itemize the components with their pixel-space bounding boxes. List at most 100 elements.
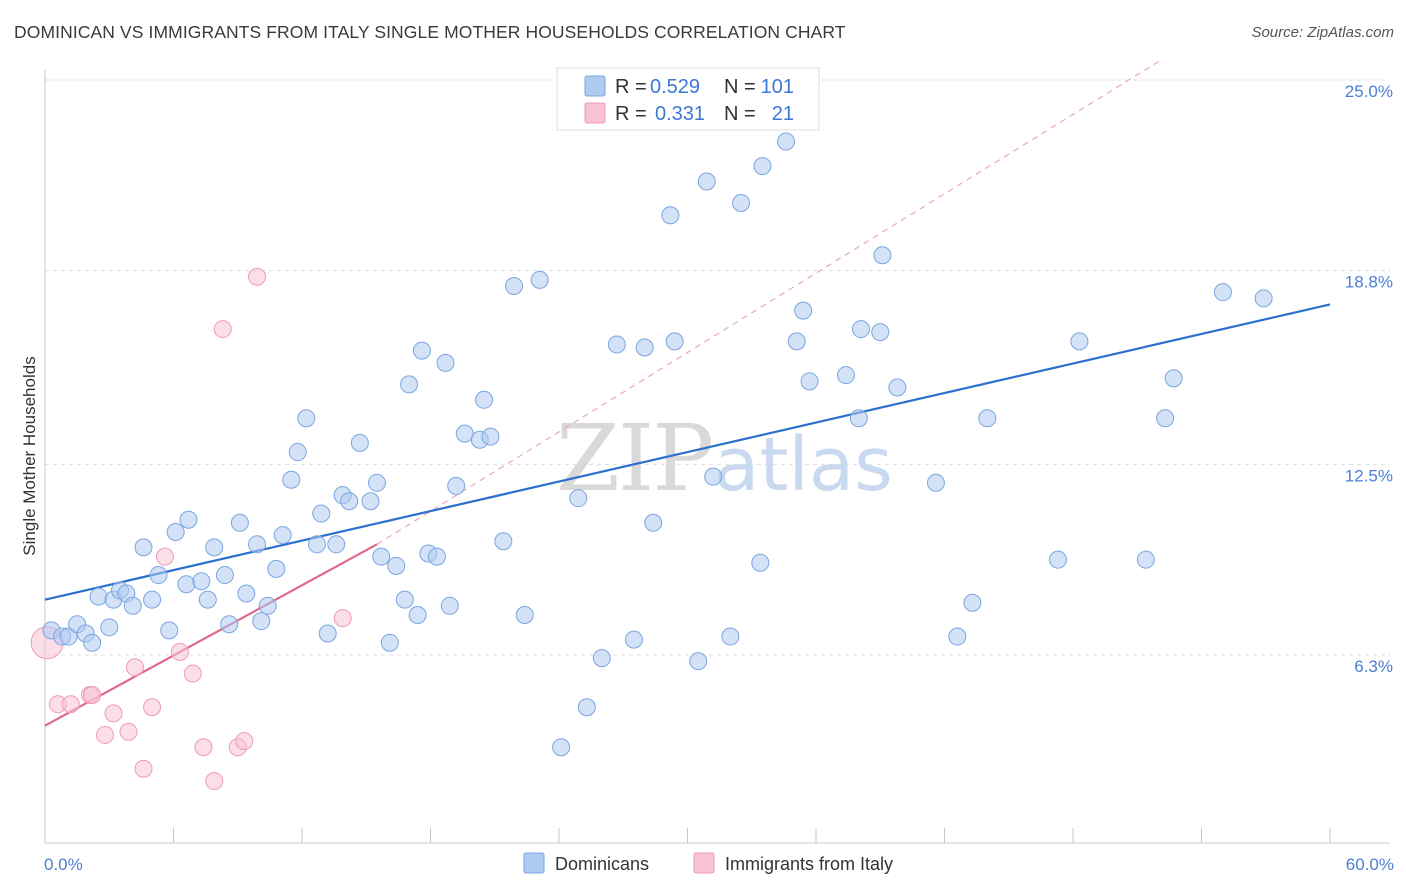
point-italy-2 bbox=[61, 695, 80, 714]
point-dominicans-63 bbox=[552, 738, 571, 757]
point-italy-7 bbox=[119, 722, 138, 741]
x-tick-label-max: 60.0% bbox=[1346, 855, 1394, 874]
legend-r-value-1: 0.529 bbox=[650, 76, 700, 98]
point-dominicans-27 bbox=[252, 612, 271, 631]
point-dominicans-31 bbox=[282, 470, 301, 489]
point-dominicans-67 bbox=[624, 630, 643, 649]
legend-swatch-blue bbox=[584, 75, 606, 97]
point-dominicans-16 bbox=[166, 523, 185, 542]
point-dominicans-83 bbox=[836, 366, 855, 385]
point-dominicans-24 bbox=[230, 513, 249, 532]
series-dominicans-points bbox=[42, 132, 1273, 757]
point-italy-20 bbox=[333, 609, 352, 628]
point-dominicans-21 bbox=[205, 538, 224, 557]
point-dominicans-42 bbox=[367, 473, 386, 492]
point-dominicans-73 bbox=[697, 172, 716, 191]
series-italy-points bbox=[30, 267, 352, 791]
point-italy-5 bbox=[95, 725, 114, 744]
point-dominicans-23 bbox=[220, 615, 239, 634]
trend-dominicans bbox=[44, 303, 1331, 601]
point-dominicans-96 bbox=[1156, 409, 1175, 428]
point-dominicans-62 bbox=[530, 270, 549, 289]
point-dominicans-100 bbox=[592, 649, 611, 668]
x-axis-ticks bbox=[44, 828, 1331, 843]
point-dominicans-48 bbox=[408, 606, 427, 625]
point-italy-10 bbox=[143, 698, 162, 717]
point-dominicans-29 bbox=[267, 559, 286, 578]
point-italy-11 bbox=[155, 547, 174, 566]
legend-italy-label: Immigrants from Italy bbox=[725, 854, 893, 874]
point-dominicans-95 bbox=[1136, 550, 1155, 569]
point-italy-6 bbox=[104, 704, 123, 723]
legend-r-label-2: R = bbox=[615, 103, 647, 125]
x-tick-label-min: 0.0% bbox=[44, 855, 83, 874]
point-dominicans-11 bbox=[123, 596, 142, 615]
point-italy-19 bbox=[248, 267, 267, 286]
point-dominicans-35 bbox=[312, 504, 331, 523]
point-dominicans-68 bbox=[635, 338, 654, 357]
watermark: ZIP atlas bbox=[556, 405, 893, 512]
point-dominicans-89 bbox=[926, 473, 945, 492]
point-dominicans-32 bbox=[288, 443, 307, 462]
grid-lines bbox=[45, 79, 1390, 656]
point-dominicans-22 bbox=[215, 566, 234, 585]
point-italy-13 bbox=[183, 664, 202, 683]
series-legend: Dominicans Immigrants from Italy bbox=[523, 852, 893, 874]
point-dominicans-12 bbox=[134, 538, 153, 557]
point-dominicans-55 bbox=[455, 424, 474, 443]
point-dominicans-61 bbox=[515, 606, 534, 625]
point-dominicans-15 bbox=[160, 621, 179, 640]
point-dominicans-81 bbox=[794, 301, 813, 320]
point-dominicans-13 bbox=[143, 590, 162, 609]
point-dominicans-85 bbox=[851, 320, 870, 339]
point-dominicans-79 bbox=[777, 132, 796, 151]
y-tick-label-0: 6.3% bbox=[1354, 657, 1393, 676]
point-dominicans-65 bbox=[577, 698, 596, 717]
point-dominicans-14 bbox=[149, 566, 168, 585]
legend-n-value-2: 21 bbox=[772, 103, 794, 125]
point-dominicans-49 bbox=[412, 341, 431, 360]
point-italy-15 bbox=[205, 772, 224, 791]
y-tick-label-2: 18.8% bbox=[1345, 273, 1393, 292]
legend-dominicans-swatch bbox=[523, 852, 545, 874]
point-dominicans-53 bbox=[440, 596, 459, 615]
point-dominicans-66 bbox=[607, 335, 626, 354]
point-italy-12 bbox=[170, 642, 189, 661]
point-dominicans-20 bbox=[198, 590, 217, 609]
point-italy-9 bbox=[134, 759, 153, 778]
point-dominicans-72 bbox=[689, 652, 708, 671]
point-dominicans-77 bbox=[751, 553, 770, 572]
y-tick-label-1: 12.5% bbox=[1345, 466, 1393, 485]
point-dominicans-30 bbox=[273, 526, 292, 545]
point-dominicans-39 bbox=[340, 492, 359, 511]
point-dominicans-44 bbox=[380, 633, 399, 652]
point-dominicans-97 bbox=[1164, 369, 1183, 388]
point-dominicans-26 bbox=[248, 535, 267, 554]
point-dominicans-46 bbox=[395, 590, 414, 609]
point-dominicans-92 bbox=[978, 409, 997, 428]
point-dominicans-70 bbox=[661, 206, 680, 225]
point-dominicans-5 bbox=[83, 633, 102, 652]
legend-n-value-1: 101 bbox=[761, 76, 794, 98]
point-dominicans-51 bbox=[427, 547, 446, 566]
point-dominicans-40 bbox=[350, 433, 369, 452]
point-dominicans-78 bbox=[753, 157, 772, 176]
point-dominicans-87 bbox=[873, 246, 892, 265]
point-dominicans-2 bbox=[59, 627, 78, 646]
point-italy-18 bbox=[235, 732, 254, 751]
point-dominicans-71 bbox=[665, 332, 684, 351]
point-dominicans-33 bbox=[297, 409, 316, 428]
legend-r-label-1: R = bbox=[615, 76, 647, 98]
point-dominicans-59 bbox=[494, 532, 513, 551]
legend-italy-swatch bbox=[693, 852, 715, 874]
point-dominicans-98 bbox=[1254, 289, 1273, 308]
y-axis-label: Single Mother Households bbox=[20, 356, 39, 555]
point-dominicans-37 bbox=[327, 535, 346, 554]
legend-n-label-1: N = bbox=[724, 76, 756, 98]
stats-legend: R = 0.529 N = 101 R = 0.331 N = 21 bbox=[556, 67, 820, 131]
point-dominicans-43 bbox=[372, 547, 391, 566]
point-dominicans-6 bbox=[89, 587, 108, 606]
point-dominicans-19 bbox=[192, 572, 211, 591]
point-dominicans-75 bbox=[721, 627, 740, 646]
point-dominicans-54 bbox=[447, 476, 466, 495]
